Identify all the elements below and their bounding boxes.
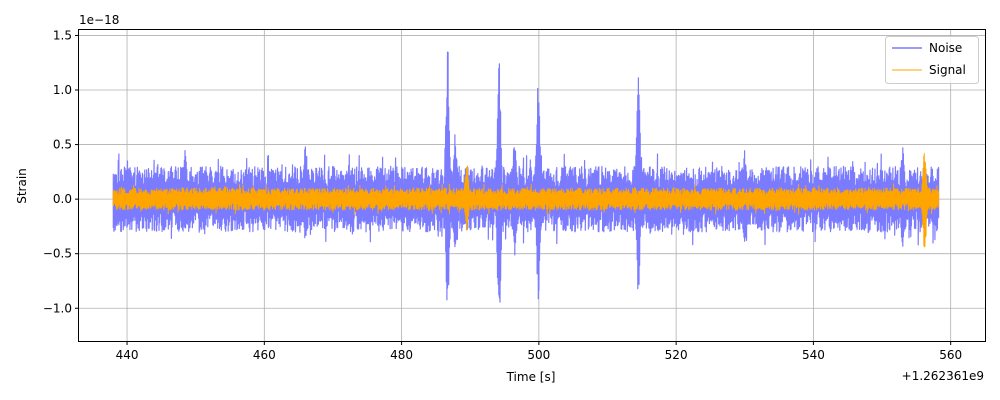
- series-line-signal: [112, 153, 940, 248]
- y-scale-label: 1e−18: [79, 13, 119, 27]
- y-tick-label: −0.5: [43, 247, 72, 261]
- y-axis-ticks: −1.0 −0.5 0.0 0.5 1.0 1.5: [43, 28, 79, 315]
- y-tick-label: −1.0: [43, 301, 72, 315]
- x-axis-ticks: 440 460 480 500 520 540 560: [116, 341, 962, 362]
- x-tick-label: 540: [802, 348, 825, 362]
- y-tick-label: 1.5: [53, 28, 72, 42]
- x-tick-label: 480: [390, 348, 413, 362]
- legend-label-noise: Noise: [929, 41, 962, 55]
- x-offset-label: +1.262361e9: [902, 369, 984, 383]
- axes-frame: [78, 29, 986, 342]
- y-tick-label: 1.0: [53, 83, 72, 97]
- plot-area: [112, 51, 940, 303]
- x-tick-label: 560: [939, 348, 962, 362]
- y-tick-label: 0.0: [53, 192, 72, 206]
- legend: Noise Signal: [885, 36, 979, 84]
- x-axis-label: Time [s]: [506, 370, 556, 384]
- x-tick-label: 500: [527, 348, 550, 362]
- x-tick-label: 440: [116, 348, 139, 362]
- series-line-noise: [112, 51, 940, 303]
- x-tick-label: 460: [253, 348, 276, 362]
- x-tick-label: 520: [665, 348, 688, 362]
- y-tick-label: 0.5: [53, 138, 72, 152]
- legend-label-signal: Signal: [929, 63, 966, 77]
- y-axis-label: Strain: [15, 168, 29, 204]
